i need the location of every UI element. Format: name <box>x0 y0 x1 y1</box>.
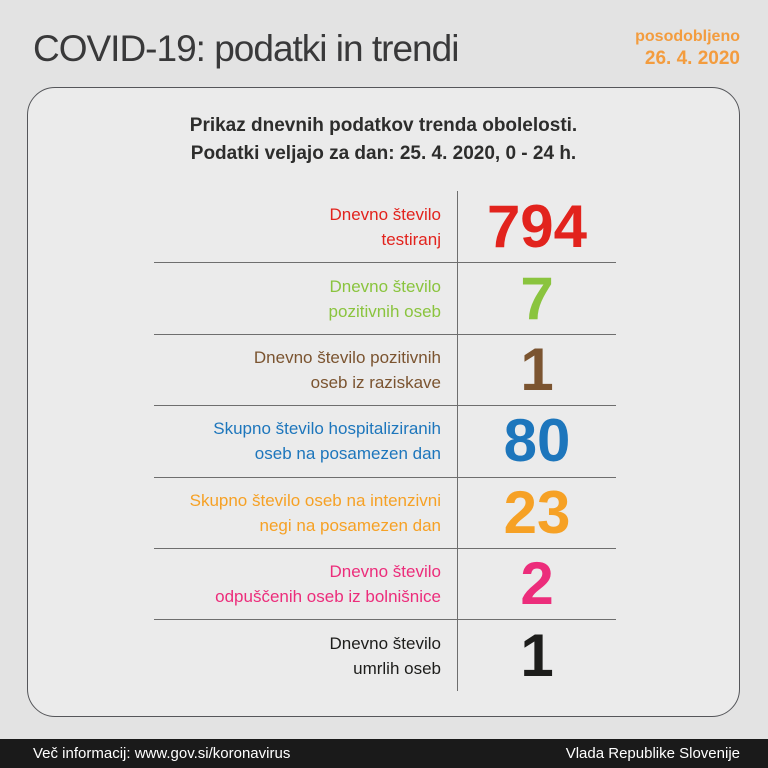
row-label: Skupno število oseb na intenzivni negi n… <box>189 490 441 535</box>
table-row: Skupno število oseb na intenzivni negi n… <box>154 476 616 548</box>
updated-info: posodobljeno 26. 4. 2020 <box>635 27 740 71</box>
row-label: Dnevno število pozitivnih oseb iz razisk… <box>253 347 441 392</box>
row-value: 1 <box>457 334 616 406</box>
row-value: 23 <box>457 477 616 548</box>
footer: Več informacij: www.gov.si/koronavirus V… <box>0 739 768 768</box>
header: COVID-19: podatki in trendi posodobljeno… <box>0 0 768 87</box>
table-row: Dnevno število pozitivnih oseb iz razisk… <box>154 333 616 406</box>
row-value: 794 <box>457 191 616 263</box>
table-row: Skupno število hospitaliziranih oseb na … <box>154 405 616 477</box>
row-label: Dnevno število testiranj <box>329 204 441 249</box>
row-value: 7 <box>457 263 616 334</box>
page-title: COVID-19: podatki in trendi <box>33 27 459 69</box>
footer-government-name: Vlada Republike Slovenije <box>565 745 740 762</box>
table-row: Dnevno število testiranj 794 <box>154 191 616 263</box>
row-value: 80 <box>457 406 616 477</box>
row-value: 2 <box>457 548 616 620</box>
updated-date: 26. 4. 2020 <box>644 47 740 69</box>
table-row: Dnevno število odpuščenih oseb iz bolniš… <box>154 547 616 620</box>
row-value: 1 <box>457 620 616 691</box>
card-title: Prikaz dnevnih podatkov trenda obolelost… <box>28 112 739 168</box>
row-label: Dnevno število odpuščenih oseb iz bolniš… <box>215 562 441 607</box>
card-title-line1: Prikaz dnevnih podatkov trenda obolelost… <box>189 115 578 136</box>
table-row: Dnevno število umrlih oseb 1 <box>154 619 616 691</box>
row-label: Skupno število hospitaliziranih oseb na … <box>213 419 441 464</box>
row-label: Dnevno število pozitivnih oseb <box>328 276 441 321</box>
updated-label: posodobljeno <box>635 27 740 45</box>
row-label: Dnevno število umrlih oseb <box>329 633 441 678</box>
stats-table: Dnevno število testiranj 794 Dnevno štev… <box>154 191 616 691</box>
table-row: Dnevno število pozitivnih oseb 7 <box>154 262 616 334</box>
footer-info-url: Več informacij: www.gov.si/koronavirus <box>33 745 291 762</box>
data-card: Prikaz dnevnih podatkov trenda obolelost… <box>27 87 740 717</box>
card-title-line2: Podatki veljajo za dan: 25. 4. 2020, 0 -… <box>190 143 577 164</box>
